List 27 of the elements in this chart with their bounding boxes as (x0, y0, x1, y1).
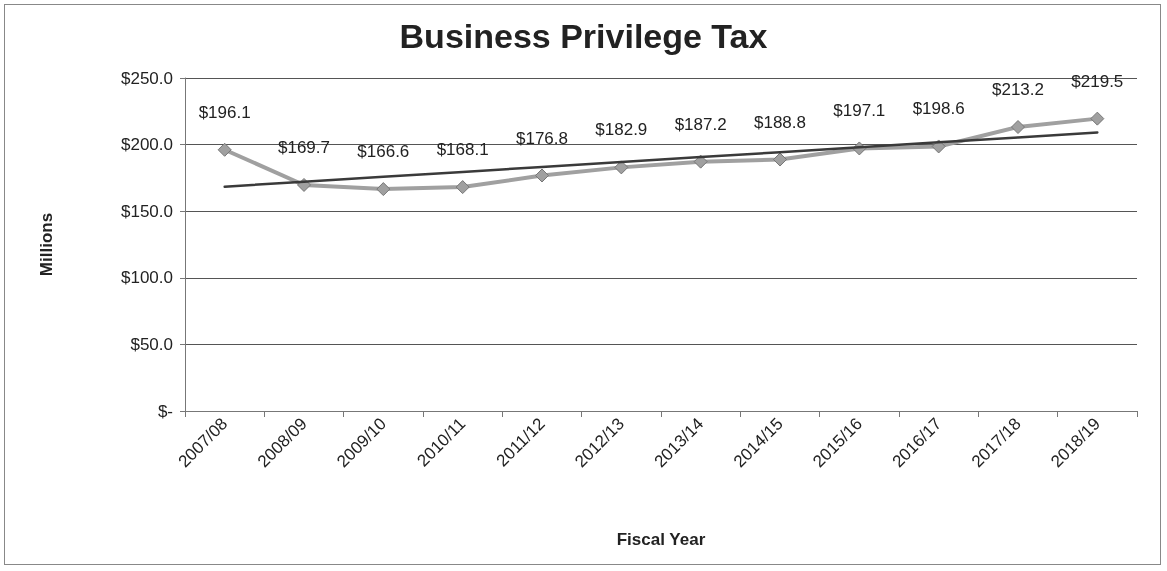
data-label: $168.1 (436, 140, 489, 160)
point (535, 168, 549, 183)
data-label: $182.9 (595, 120, 648, 140)
data-label: $196.1 (198, 102, 251, 122)
point (217, 142, 232, 157)
data-label: $213.2 (992, 80, 1044, 100)
point (1090, 111, 1105, 126)
point (376, 182, 391, 197)
y-tick-label: $250.0 (121, 68, 173, 88)
data-label: $166.6 (357, 142, 410, 162)
point (773, 152, 787, 167)
point (614, 160, 629, 175)
x-axis-title: Fiscal Year (616, 530, 706, 549)
chart-title: Business Privilege Tax (399, 17, 768, 55)
data-label: $197.1 (833, 101, 886, 121)
data-label: $176.8 (516, 128, 568, 148)
y-axis-title: Millions (37, 212, 56, 277)
point (455, 180, 470, 195)
y-tick-label: $100.0 (121, 268, 173, 288)
y-tick-label: $150.0 (121, 201, 173, 221)
y-tick-label: $- (157, 401, 173, 421)
data-label: $198.6 (912, 99, 965, 119)
data-label: $188.8 (754, 112, 806, 132)
y-tick-label: $200.0 (121, 135, 173, 155)
point (1011, 120, 1025, 135)
y-tick-label: $50.0 (130, 334, 173, 354)
data-label: $187.2 (674, 114, 727, 134)
